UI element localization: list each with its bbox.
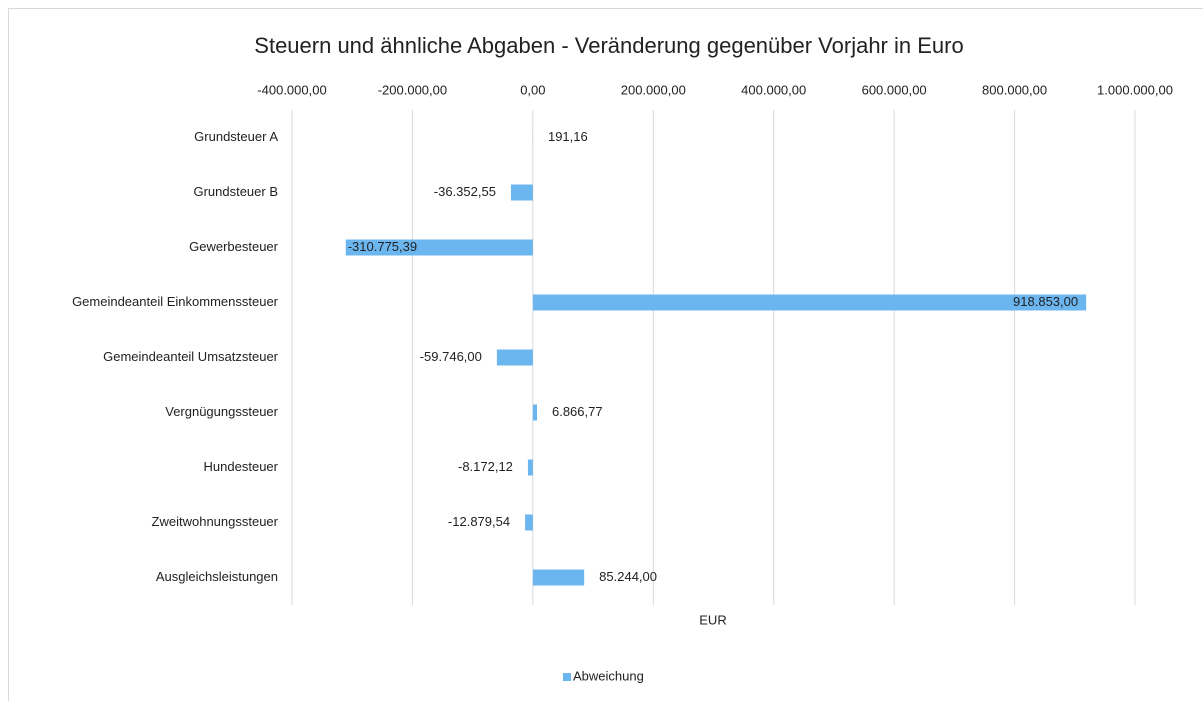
data-label: 918.853,00 <box>1013 294 1078 309</box>
legend-label: Abweichung <box>573 668 644 683</box>
y-tick-label: Gewerbesteuer <box>189 239 279 254</box>
x-axis-title: EUR <box>699 612 726 627</box>
chart-border <box>8 8 1203 701</box>
x-tick-label: 1.000.000,00 <box>1097 82 1173 97</box>
x-tick-label: 600.000,00 <box>862 82 927 97</box>
data-label: -310.775,39 <box>348 239 417 254</box>
x-tick-label: -400.000,00 <box>257 82 326 97</box>
data-label: 85.244,00 <box>599 569 657 584</box>
y-tick-label: Gemeindeanteil Umsatzsteuer <box>103 349 279 364</box>
y-tick-label: Grundsteuer B <box>193 184 278 199</box>
bar <box>532 569 585 586</box>
x-tick-label: -200.000,00 <box>378 82 447 97</box>
x-tick-label: 400.000,00 <box>741 82 806 97</box>
data-label: 6.866,77 <box>552 404 603 419</box>
x-tick-label: 800.000,00 <box>982 82 1047 97</box>
y-tick-label: Vergnügungssteuer <box>165 404 278 419</box>
legend-swatch <box>563 673 571 681</box>
chart-title: Steuern und ähnliche Abgaben - Veränderu… <box>254 33 963 58</box>
bar <box>532 294 1087 311</box>
bar <box>532 404 537 421</box>
data-label: 191,16 <box>548 129 588 144</box>
x-tick-label: 0,00 <box>520 82 545 97</box>
bar <box>345 239 533 256</box>
data-label: -8.172,12 <box>458 459 513 474</box>
data-label: -59.746,00 <box>420 349 482 364</box>
x-tick-label: 200.000,00 <box>621 82 686 97</box>
y-tick-label: Hundesteuer <box>204 459 279 474</box>
y-tick-label: Ausgleichsleistungen <box>156 569 278 584</box>
bar <box>527 459 533 476</box>
y-tick-label: Gemeindeanteil Einkommenssteuer <box>72 294 279 309</box>
y-tick-label: Zweitwohnungssteuer <box>152 514 279 529</box>
data-label: -36.352,55 <box>434 184 496 199</box>
bar <box>496 349 533 366</box>
y-tick-label: Grundsteuer A <box>194 129 278 144</box>
bar <box>525 514 533 531</box>
bar <box>510 184 533 201</box>
data-label: -12.879,54 <box>448 514 510 529</box>
